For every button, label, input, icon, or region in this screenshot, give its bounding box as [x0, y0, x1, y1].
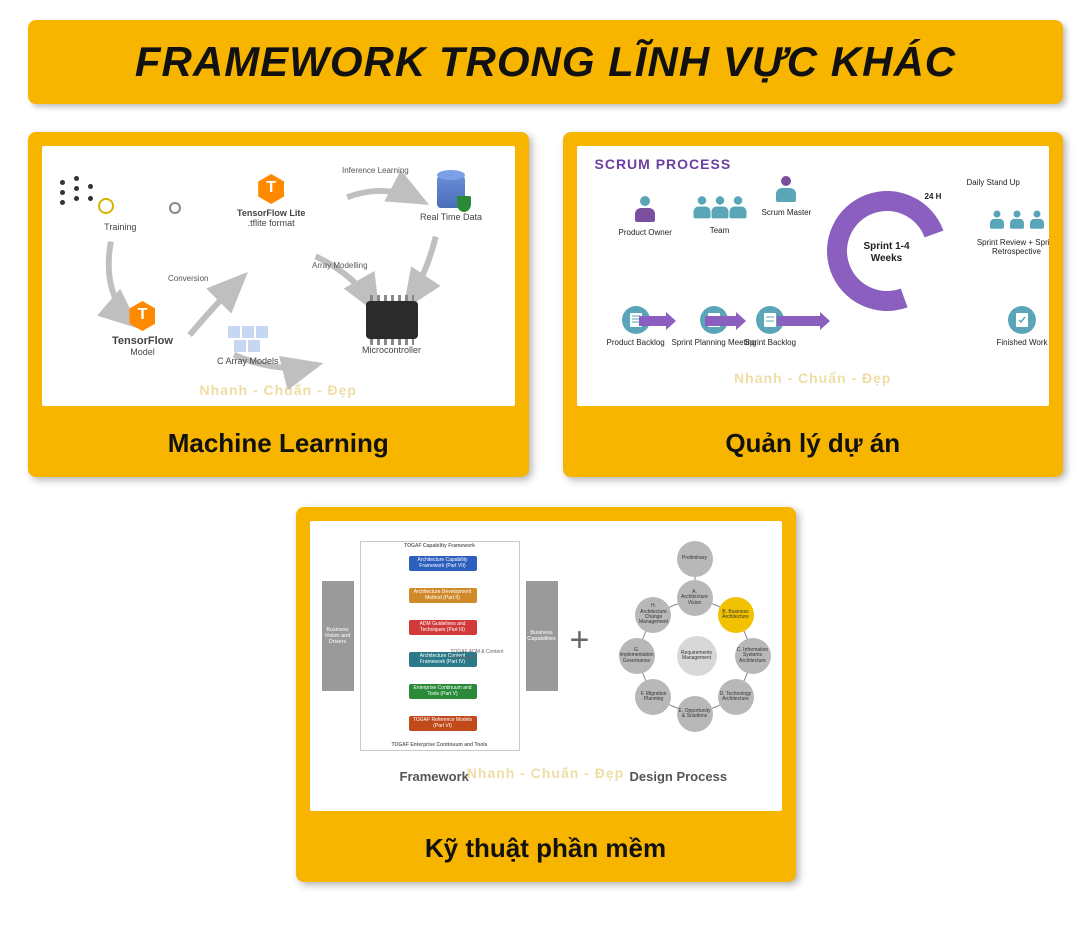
person-icon	[632, 196, 658, 226]
artifact-label: Finished Work	[997, 338, 1048, 347]
scrum-artifact-sb: Sprint Backlog	[745, 306, 797, 347]
ml-node-tflite: TensorFlow Lite .tflite format	[237, 174, 305, 228]
scrum-artifact-fw: Finished Work	[997, 306, 1048, 347]
togaf-diagram: Business Vision and Drivers TOGAF Capabi…	[310, 521, 782, 811]
dp-node: C. Information Systems Architecture	[735, 638, 771, 674]
role-label: Team	[710, 226, 730, 235]
togaf-block: Architecture Capability Framework (Part …	[409, 556, 477, 571]
dp-node: A. Architecture Vision	[677, 580, 713, 616]
arrow-label: Inference Learning	[342, 166, 409, 175]
watermark: Nhanh - Chuẩn - Đẹp	[200, 382, 357, 398]
togaf-panel: TOGAF Capability Framework Architecture …	[360, 541, 520, 751]
arrow-icon	[705, 316, 737, 326]
panel-footer: TOGAF Enterprise Continuum and Tools	[365, 743, 515, 749]
gear-icon	[98, 198, 114, 214]
artifact-label: Product Backlog	[607, 338, 665, 347]
scrum-role-team: Team	[689, 194, 751, 235]
ml-label: Real Time Data	[420, 212, 482, 222]
design-process-wheel: Preliminary Requirements Management A. A…	[605, 536, 782, 751]
togaf-block: Architecture Development Method (Part II…	[409, 588, 477, 603]
dp-node-prelim: Preliminary	[677, 541, 713, 577]
ml-diagram: Training TensorFlow Lite .tflite format …	[42, 146, 515, 406]
shield-icon	[457, 196, 471, 212]
event-label: 24 H	[925, 192, 942, 201]
togaf-block: Enterprise Continuum and Tools (Part V)	[409, 684, 477, 699]
scrum-review: Sprint Review + Sprint Retrospective	[977, 206, 1050, 256]
gear-icon	[169, 202, 181, 214]
role-label: Product Owner	[619, 228, 672, 237]
grid-icon	[228, 326, 268, 352]
ml-label: Model	[112, 347, 173, 357]
dp-node: G. Implementation Governance	[619, 638, 655, 674]
scrum-role-sm: Scrum Master	[762, 176, 812, 217]
ml-label: TensorFlow Lite	[237, 208, 305, 218]
ml-node-tensorflow: TensorFlow Model	[112, 301, 173, 357]
card-software-engineering: Business Vision and Drivers TOGAF Capabi…	[296, 507, 796, 882]
ml-label: .tflite format	[237, 218, 305, 228]
togaf-block: ADM Guidelines and Techniques (Part III)	[409, 620, 477, 635]
ml-node-rtd: Real Time Data	[420, 174, 482, 222]
scrum-title: SCRUM PROCESS	[595, 156, 732, 172]
page-title: FRAMEWORK TRONG LĨNH VỰC KHÁC	[38, 38, 1053, 86]
chip-icon	[366, 301, 418, 339]
watermark: Nhanh - Chuẩn - Đẹp	[734, 370, 891, 386]
tensorflow-icon	[129, 301, 155, 331]
neural-net-icon	[60, 176, 94, 206]
card-machine-learning: Training TensorFlow Lite .tflite format …	[28, 132, 529, 477]
scrum-diagram: SCRUM PROCESS Product Owner Team Scrum M…	[577, 146, 1050, 406]
event-label: Sprint Review + Sprint Retrospective	[977, 238, 1050, 256]
card-project-management: SCRUM PROCESS Product Owner Team Scrum M…	[563, 132, 1064, 477]
document-icon	[1008, 306, 1036, 334]
scrum-artifact-pb: Product Backlog	[607, 306, 665, 347]
ml-label: Microcontroller	[362, 345, 421, 355]
card-caption: Quản lý dự án	[725, 428, 900, 459]
card-caption: Machine Learning	[168, 428, 389, 459]
watermark: Nhanh - Chuẩn - Đẹp	[467, 765, 624, 781]
card-row-1: Training TensorFlow Lite .tflite format …	[28, 132, 1063, 477]
ml-node-training: Training	[60, 176, 181, 232]
arrow-icon	[639, 316, 667, 326]
side-label: Business Vision and Drivers	[322, 581, 354, 691]
artifact-label: Sprint Backlog	[745, 338, 797, 347]
role-label: Scrum Master	[762, 208, 812, 217]
dp-node: E. Opportunity & Solutions	[677, 696, 713, 732]
dp-node: D. Technology Architecture	[718, 679, 754, 715]
team-icon	[984, 206, 1050, 236]
mid-label: TOGAF ADM & Content Framework	[451, 650, 515, 661]
side-label: Business Capabilities	[526, 581, 558, 691]
ml-label: Training	[60, 222, 181, 232]
card-caption: Kỹ thuật phần mềm	[425, 833, 666, 864]
card-row-2: Business Vision and Drivers TOGAF Capabi…	[28, 507, 1063, 882]
title-bar: FRAMEWORK TRONG LĨNH VỰC KHÁC	[28, 20, 1063, 104]
arrow-label: Array Modelling	[312, 261, 368, 270]
ml-label: TensorFlow	[112, 335, 173, 347]
dp-node: B. Business Architecture	[718, 597, 754, 633]
arrow-icon	[777, 316, 821, 326]
dp-node-center: Requirements Management	[677, 636, 717, 676]
person-icon	[773, 176, 799, 206]
sub-label: Design Process	[630, 769, 728, 784]
ml-label: C Array Models	[217, 356, 279, 366]
sprint-label: Sprint 1-4 Weeks	[847, 241, 927, 265]
arrow-label: Conversion	[168, 274, 208, 283]
tensorflow-icon	[258, 174, 284, 204]
plus-icon: +	[570, 621, 590, 660]
ml-node-micro: Microcontroller	[362, 301, 421, 355]
event-label: Daily Stand Up	[967, 178, 1020, 187]
database-icon	[437, 174, 465, 208]
team-icon	[689, 194, 751, 224]
scrum-role-po: Product Owner	[619, 196, 672, 237]
ml-node-cmodels: C Array Models	[217, 326, 279, 366]
togaf-block: TOGAF Reference Models (Part VI)	[409, 716, 477, 731]
panel-header: TOGAF Capability Framework	[365, 544, 515, 550]
sub-label: Framework	[400, 769, 469, 784]
